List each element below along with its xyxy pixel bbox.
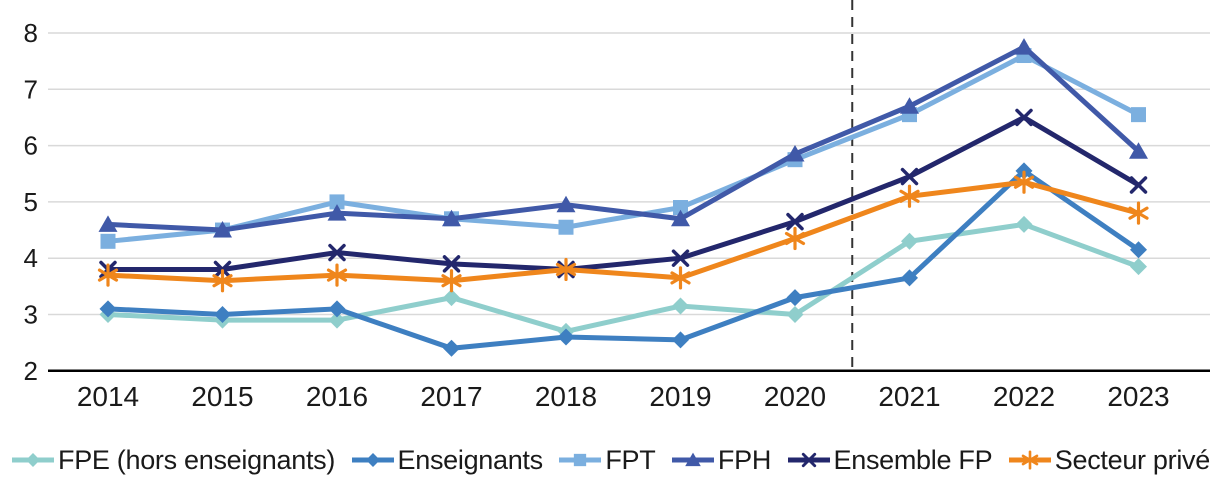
x-tick-label: 2022 [993,381,1055,412]
legend-diamond-marker-icon [351,453,394,467]
series-2 [99,162,1147,357]
x-tick-label: 2017 [420,381,482,412]
x-tick-label: 2021 [878,381,940,412]
legend-square-marker-icon [559,453,602,467]
y-tick-label: 8 [24,18,38,48]
x-tick-label: 2019 [649,381,711,412]
legend-label: Secteur privé [1054,444,1210,475]
legend-asterisk-marker-icon [1008,450,1051,470]
series-4 [98,38,1148,238]
y-tick-label: 3 [24,300,38,330]
legend-item: FPE (hors enseignants) [10,445,335,476]
series-1 [99,215,1147,340]
series-6 [97,170,1149,293]
legend-label: FPE (hors enseignants) [58,444,336,475]
legend-item: FPT [557,444,656,476]
legend-item: Enseignants [350,445,543,476]
x-tick-label: 2015 [191,381,253,412]
series-5 [99,108,1148,279]
x-tick-label: 2023 [1107,381,1169,412]
x-tick-label: 2016 [306,381,368,412]
chart-legend: FPE (hors enseignants) Enseignants FPT FPH E… [0,430,1220,496]
y-tick-label: 7 [24,74,38,104]
legend-item: Ensemble FP [786,445,993,476]
legend-label: FPH [717,444,772,475]
y-tick-label: 2 [24,356,38,386]
legend-x-marker-icon [787,452,830,468]
y-tick-label: 6 [24,131,38,161]
legend-item: Secteur privé [1007,445,1210,476]
legend-label: FPT [605,444,656,475]
legend-label: Ensemble FP [833,444,993,475]
series-3 [100,48,1146,249]
x-tick-label: 2020 [764,381,826,412]
legend-triangle-marker-icon [671,452,714,467]
legend-label: Enseignants [397,444,544,475]
chart-plot-area: 8 7 6 5 4 3 2 2014 2015 2016 2017 2018 2019 2020 2021 2… [24,0,1210,412]
legend-item: FPH [670,445,771,476]
x-tick-label: 2014 [77,381,139,412]
legend-diamond-marker-icon [12,453,54,467]
y-tick-label: 4 [24,243,38,273]
y-tick-label: 5 [24,187,38,217]
x-tick-label: 2018 [535,381,597,412]
